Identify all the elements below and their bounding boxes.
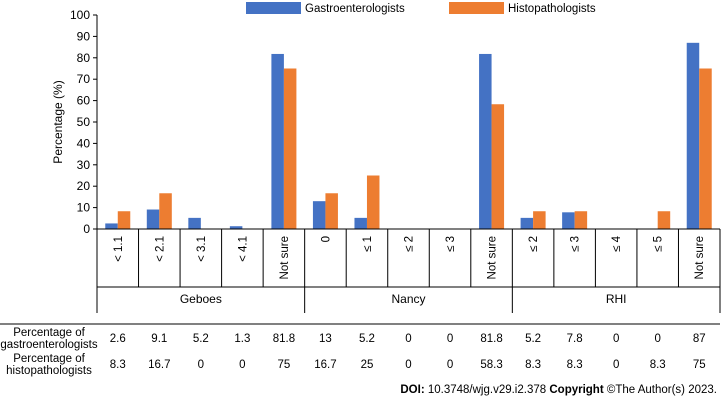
bar-histopathologists xyxy=(699,68,712,229)
table-cell: 0 xyxy=(447,333,453,345)
category-label: ≤ 3 xyxy=(570,236,582,252)
bar-histopathologists xyxy=(159,193,172,229)
category-label: < 2.1 xyxy=(154,236,166,262)
table-row-label: gastroenterologists xyxy=(0,339,97,351)
bar-histopathologists xyxy=(117,211,131,229)
table-cell: 81.8 xyxy=(273,333,295,345)
category-label: ≤ 1 xyxy=(362,236,374,252)
category-label: 0 xyxy=(320,236,332,242)
bar-gastroenterologists xyxy=(188,217,201,229)
bar-histopathologists xyxy=(574,211,588,229)
table-cell: 87 xyxy=(693,333,706,345)
legend-swatch xyxy=(449,2,504,14)
group-label: Geboes xyxy=(180,292,222,306)
table-cell: 5.2 xyxy=(193,333,209,345)
table-cell: 5.2 xyxy=(359,333,375,345)
table-cell: 75 xyxy=(693,359,706,371)
category-label: ≤ 2 xyxy=(404,236,416,252)
bar-gastroenterologists xyxy=(229,226,243,229)
category-label: Not sure xyxy=(694,236,706,279)
y-tick-label: 30 xyxy=(77,158,91,172)
bar-histopathologists xyxy=(325,193,338,229)
bar-histopathologists xyxy=(533,211,546,229)
table-cell: 58.3 xyxy=(480,359,502,371)
category-label: Not sure xyxy=(487,236,499,279)
y-axis-title: Percentage (%) xyxy=(51,80,65,163)
table-cell: 8.3 xyxy=(567,359,583,371)
group-label: RHI xyxy=(606,292,627,306)
table-cell: 7.8 xyxy=(567,333,583,345)
table-cell: 13 xyxy=(319,333,332,345)
bar-histopathologists xyxy=(657,211,671,229)
table-cell: 8.3 xyxy=(525,359,541,371)
bar-histopathologists xyxy=(283,68,297,229)
table-cell: 8.3 xyxy=(650,359,666,371)
bar-gastroenterologists xyxy=(312,201,326,229)
doi-label: DOI: xyxy=(400,384,425,396)
bar-gastroenterologists xyxy=(686,42,700,229)
table-cell: 8.3 xyxy=(110,359,126,371)
table-cell: 0 xyxy=(613,333,619,345)
copyright-value: ©The Author(s) 2023. xyxy=(606,384,717,396)
table-cell: 5.2 xyxy=(525,333,541,345)
y-tick-label: 70 xyxy=(77,72,91,86)
legend-label: Histopathologists xyxy=(508,3,596,15)
y-tick-label: 60 xyxy=(77,94,91,108)
table-cell: 75 xyxy=(278,359,291,371)
table-cell: 16.7 xyxy=(148,359,170,371)
category-label: ≤ 3 xyxy=(445,236,457,252)
category-label: ≤ 2 xyxy=(528,236,540,252)
table-row-label: histopathologists xyxy=(6,365,92,377)
bar-histopathologists xyxy=(366,175,380,229)
bar-gastroenterologists xyxy=(479,53,492,230)
category-label: ≤ 5 xyxy=(653,236,665,252)
table-cell: 1.3 xyxy=(234,333,250,345)
table-cell: 0 xyxy=(405,359,411,371)
table-cell: 2.6 xyxy=(110,333,126,345)
y-tick-label: 10 xyxy=(77,201,91,215)
table-row-label: Percentage of xyxy=(13,353,85,365)
table-cell: 0 xyxy=(198,359,204,371)
y-tick-label: 20 xyxy=(77,179,91,193)
table-cell: 25 xyxy=(361,359,374,371)
bar-gastroenterologists xyxy=(562,212,575,229)
y-tick-label: 50 xyxy=(77,115,91,129)
category-label: < 4.1 xyxy=(237,236,249,262)
table-cell: 0 xyxy=(613,359,619,371)
category-label: ≤ 4 xyxy=(611,235,623,252)
table-cell: 0 xyxy=(447,359,453,371)
bar-gastroenterologists xyxy=(146,209,160,229)
group-label: Nancy xyxy=(391,292,425,306)
bar-gastroenterologists xyxy=(354,217,367,229)
table-row-label: Percentage of xyxy=(13,327,85,339)
table-cell: 9.1 xyxy=(151,333,167,345)
bar-histopathologists xyxy=(491,104,505,229)
footer: DOI: 10.3748/wjg.v29.i2.378 Copyright ©T… xyxy=(400,384,717,396)
bar-gastroenterologists xyxy=(520,217,534,229)
category-label: < 1.1 xyxy=(113,236,125,262)
table-cell: 0 xyxy=(239,359,245,371)
y-tick-label: 80 xyxy=(77,51,91,65)
copyright-label: Copyright xyxy=(549,384,604,396)
table-cell: 81.8 xyxy=(480,333,502,345)
table-cell: 0 xyxy=(654,333,660,345)
legend-label: Gastroenterologists xyxy=(305,3,405,15)
bar-gastroenterologists xyxy=(105,223,118,229)
y-tick-label: 0 xyxy=(83,222,90,236)
doi-value: 10.3748/wjg.v29.i2.378 xyxy=(427,384,547,396)
category-label: < 3.1 xyxy=(196,236,208,262)
y-tick-label: 90 xyxy=(77,29,91,43)
table-cell: 16.7 xyxy=(314,359,336,371)
table-cell: 0 xyxy=(405,333,411,345)
category-label: Not sure xyxy=(279,236,291,279)
y-tick-label: 40 xyxy=(77,136,91,150)
bar-gastroenterologists xyxy=(271,53,284,230)
y-tick-label: 100 xyxy=(70,8,90,22)
legend-swatch xyxy=(246,2,301,14)
